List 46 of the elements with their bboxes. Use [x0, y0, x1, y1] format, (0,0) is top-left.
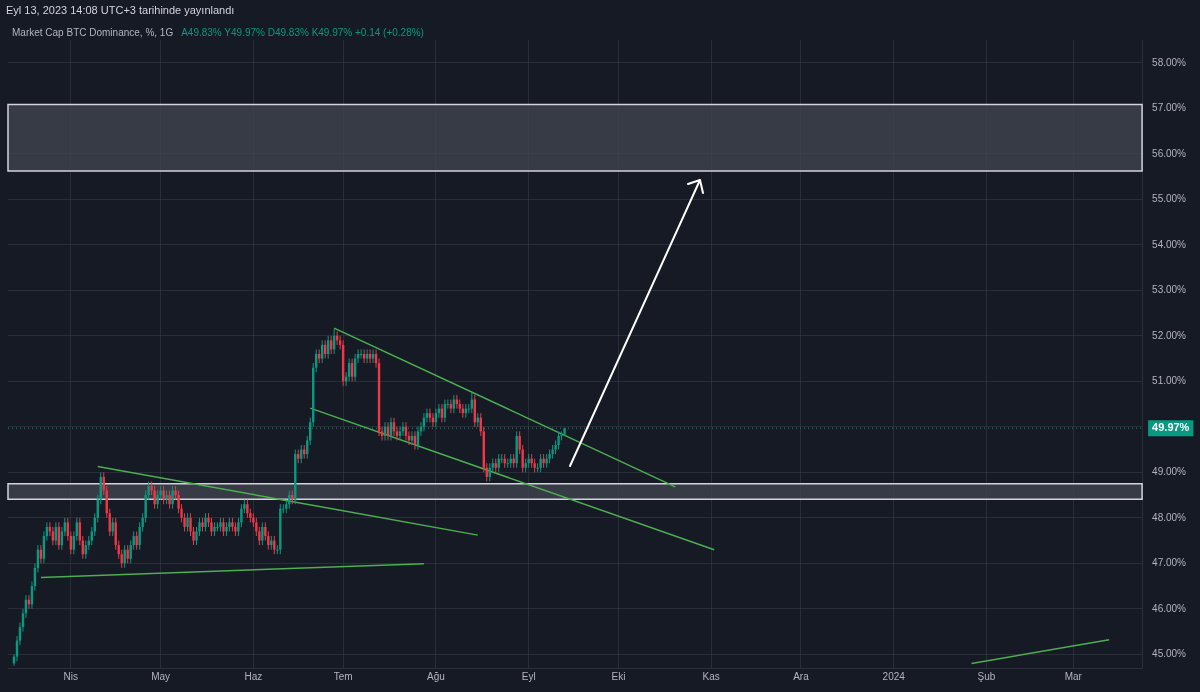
candlestick	[557, 430, 560, 451]
y-tick-label: 54.00%	[1152, 238, 1187, 250]
candlestick	[449, 399, 453, 414]
candlestick	[51, 526, 55, 546]
candlestick	[156, 490, 159, 510]
x-tick-label: Şub	[977, 670, 996, 682]
candlestick	[365, 348, 369, 364]
x-tick-label: Tem	[333, 670, 353, 682]
y-tick-label: 48.00%	[1152, 511, 1187, 523]
candlestick	[153, 485, 156, 510]
candlestick	[135, 530, 138, 551]
x-tick-label: Kas	[702, 670, 720, 682]
x-tick-label: Ara	[793, 670, 810, 682]
y-tick-label: 49.00%	[1152, 466, 1187, 478]
x-tick-label: Eki	[611, 670, 626, 682]
x-tick-label: May	[151, 670, 171, 682]
candlestick	[261, 521, 264, 546]
candlestick	[246, 499, 249, 519]
chart-title: Market Cap BTC Dominance, %, 1G	[12, 27, 174, 38]
y-tick-label: 55.00%	[1152, 193, 1187, 205]
x-tick-label: Eyl	[521, 670, 536, 682]
y-tick-label: 56.00%	[1152, 147, 1187, 159]
x-tick-label: Haz	[244, 670, 263, 682]
candlestick	[428, 408, 432, 423]
text: A49.83% Y49.97% D49.83% K49.97% +0.14 (+0.28%)	[181, 27, 424, 38]
candlestick	[359, 348, 363, 360]
y-tick-label: 46.00%	[1152, 602, 1187, 614]
y-tick-label: 57.00%	[1152, 102, 1187, 114]
y-tick-label: 45.00%	[1152, 648, 1187, 660]
x-tick-label: Mar	[1064, 670, 1083, 682]
candlestick	[186, 512, 189, 532]
y-tick-label: 53.00%	[1152, 284, 1187, 296]
ref-line-label: 49.97%	[1152, 421, 1190, 434]
text: Eyl 13, 2023 14:08 UTC+3 tarihinde yayınlandı	[6, 4, 235, 16]
x-tick-label: Nis	[63, 670, 79, 682]
y-tick-label: 47.00%	[1152, 557, 1187, 569]
y-tick-label: 58.00%	[1152, 56, 1187, 68]
candlestick	[126, 544, 129, 564]
candlestick	[171, 485, 174, 510]
x-tick-label: 2024	[882, 670, 906, 682]
x-tick-label: Ağu	[427, 670, 445, 682]
candlestick	[368, 348, 372, 364]
y-tick-label: 52.00%	[1152, 329, 1187, 341]
candlestick	[362, 348, 366, 364]
y-tick-label: 51.00%	[1152, 375, 1187, 387]
candlestick	[371, 348, 375, 364]
